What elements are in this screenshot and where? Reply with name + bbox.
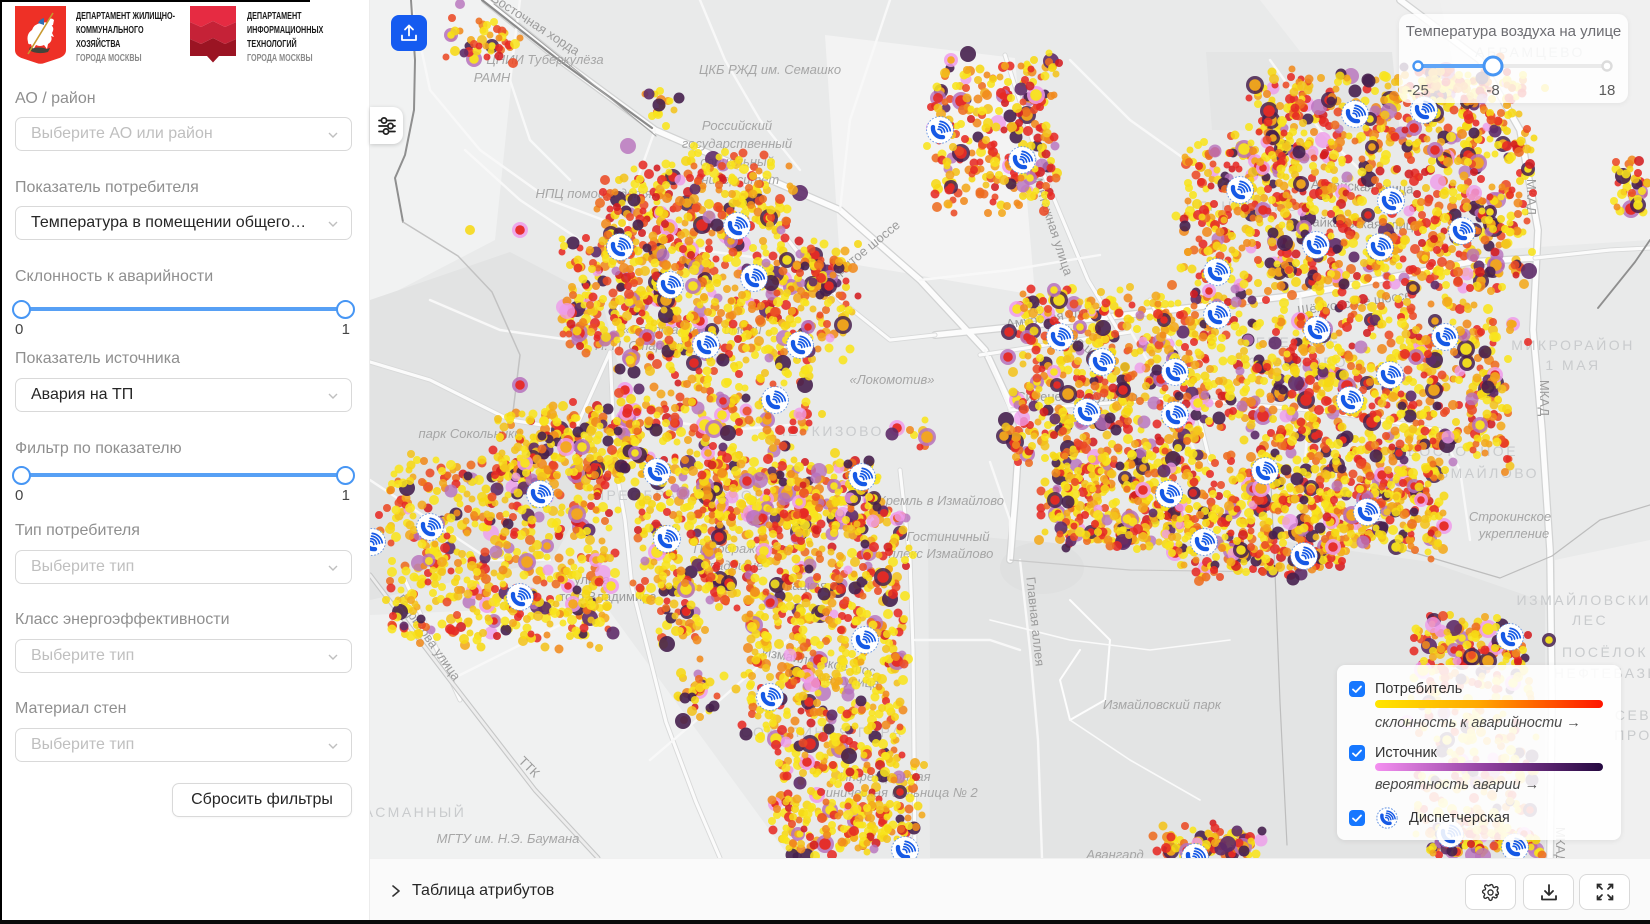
svg-text:ЦКБ РЖД им. Семашко: ЦКБ РЖД им. Семашко [699,62,841,77]
svg-text:РАМН: РАМН [474,70,511,85]
svg-text:СЕВ: СЕВ [1615,707,1650,723]
svg-text:1 МАЯ: 1 МАЯ [1545,357,1600,373]
svg-text:Кремль в Измайлово: Кремль в Измайлово [878,493,1004,508]
svg-text:МГТУ им. Н.Э. Баумана: МГТУ им. Н.Э. Баумана [437,831,580,846]
svg-text:АСМАННЫЙ: АСМАННЫЙ [370,803,466,820]
svg-text:МКАД: МКАД [1524,179,1539,216]
svg-text:МИКРОРАЙОН: МИКРОРАЙОН [1511,336,1635,353]
svg-text:ПРО: ПРО [1614,727,1650,743]
svg-text:Гостиничный: Гостиничный [906,529,989,544]
svg-text:укрепление: укрепление [1478,526,1549,541]
svg-text:ЦНИИ Туберкулёза: ЦНИИ Туберкулёза [486,52,603,67]
svg-text:государственный: государственный [682,136,792,151]
svg-text:МКАД: МКАД [1537,380,1552,417]
svg-text:Строкинское: Строкинское [1469,509,1551,524]
svg-text:Российский: Российский [702,118,772,133]
svg-text:ЛЕС: ЛЕС [1572,612,1608,628]
svg-text:парк Сокольники: парк Сокольники [419,426,522,441]
svg-text:Авангард: Авангард [1085,847,1143,858]
svg-text:ИЗМАЙЛОВСКИЙ: ИЗМАЙЛОВСКИЙ [1517,591,1650,608]
svg-text:ПОСЁЛОК: ПОСЁЛОК [1562,644,1648,660]
svg-text:«Локомотив»: «Локомотив» [850,372,935,387]
svg-text:Измайловский парк: Измайловский парк [1103,697,1222,712]
